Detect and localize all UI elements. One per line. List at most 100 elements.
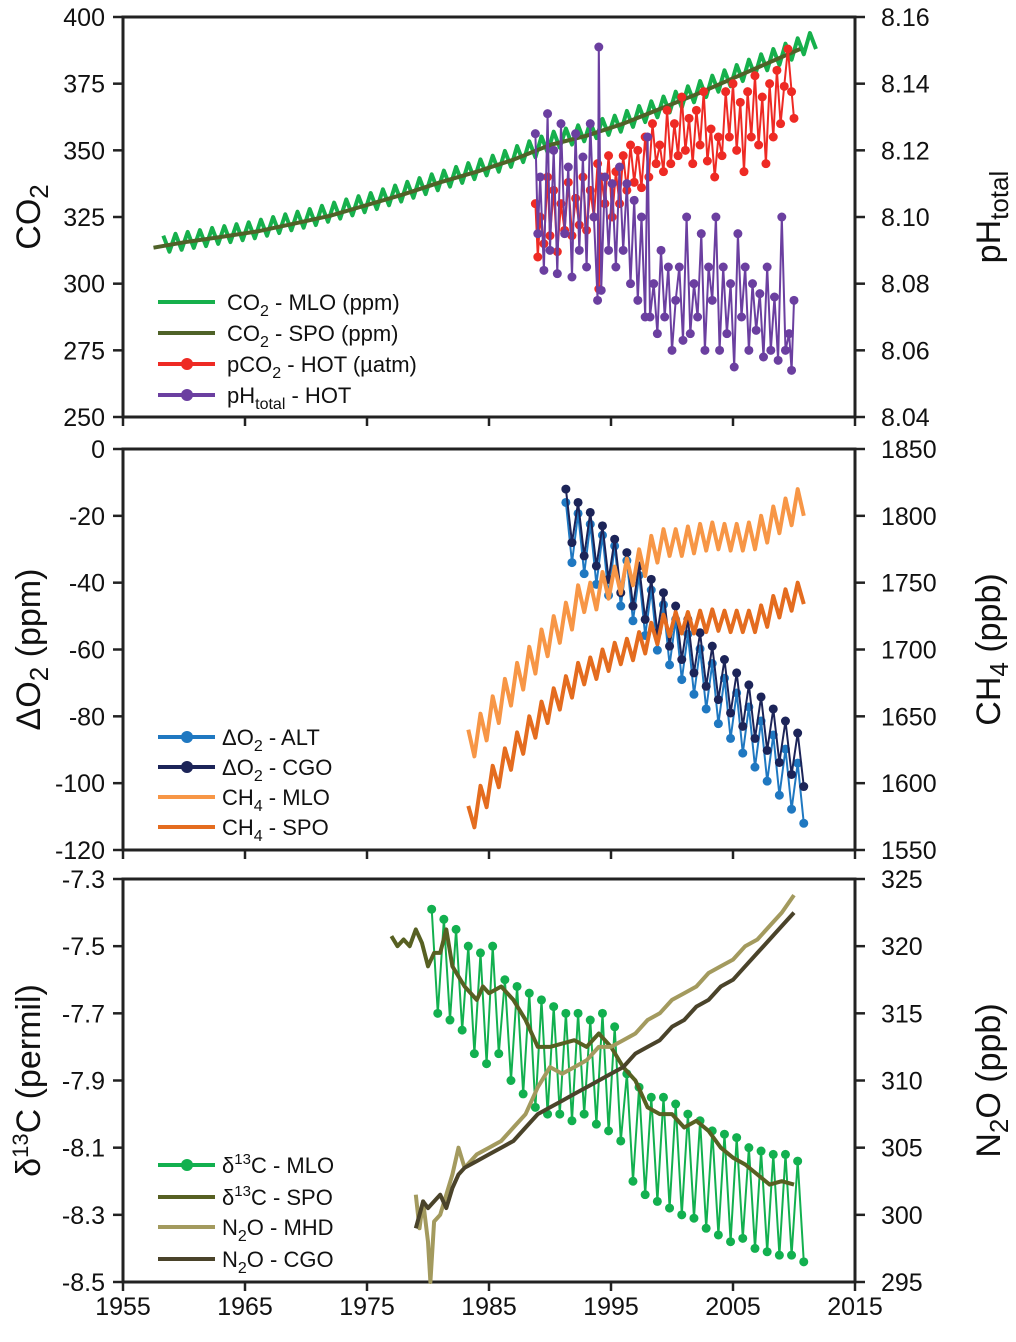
- data-point: [552, 269, 562, 279]
- data-point: [707, 641, 717, 651]
- left-axis-title: CO2: [10, 184, 54, 249]
- data-point: [445, 1015, 455, 1025]
- data-point: [536, 995, 546, 1005]
- data-point: [567, 538, 577, 548]
- data-point: [665, 1203, 675, 1213]
- data-point: [567, 558, 577, 568]
- legend-label: δ13C - MLO: [222, 1151, 334, 1178]
- data-point: [787, 804, 797, 814]
- data-point: [762, 745, 772, 755]
- data-point: [530, 129, 540, 139]
- series-line: [466, 487, 806, 759]
- data-point: [768, 704, 778, 714]
- data-point: [738, 721, 748, 731]
- data-point: [604, 1126, 614, 1136]
- data-point: [750, 733, 760, 743]
- data-point: [750, 71, 760, 81]
- data-point: [622, 179, 632, 189]
- data-point: [733, 229, 743, 239]
- data-point: [593, 295, 603, 305]
- data-point: [683, 1109, 693, 1119]
- data-point: [574, 245, 584, 255]
- data-point: [774, 757, 784, 767]
- data-point: [615, 162, 625, 172]
- data-point: [713, 1230, 723, 1240]
- data-point: [578, 152, 588, 162]
- left-y-tick-label: -20: [69, 503, 105, 531]
- data-point: [704, 262, 714, 272]
- data-point: [488, 941, 498, 951]
- data-point: [643, 132, 653, 142]
- legend-entry: N2O - CGO: [158, 1247, 334, 1277]
- right-y-tick-label: 1600: [881, 770, 937, 798]
- data-point: [780, 1149, 790, 1159]
- right-y-tick-label: 8.14: [881, 71, 930, 99]
- data-point: [652, 329, 662, 339]
- data-point: [666, 159, 676, 169]
- x-tick-label: 1975: [339, 1293, 395, 1321]
- data-point: [591, 561, 601, 571]
- data-point: [585, 519, 595, 529]
- data-point: [628, 616, 638, 626]
- left-y-tick-label: -100: [55, 770, 105, 798]
- data-point: [494, 1049, 504, 1059]
- data-point: [585, 119, 595, 129]
- data-point: [567, 1116, 577, 1126]
- series-2-4: [466, 580, 806, 830]
- data-point: [658, 1092, 668, 1102]
- data-point: [512, 981, 522, 991]
- data-point: [799, 782, 809, 792]
- data-point: [787, 87, 797, 97]
- legend-label: pCO2 - HOT (µatm): [227, 352, 417, 382]
- data-point: [738, 1233, 748, 1243]
- series-2-3: [466, 487, 806, 759]
- data-point: [567, 272, 577, 282]
- data-point: [561, 497, 571, 507]
- data-point: [500, 975, 510, 985]
- data-point: [610, 1022, 620, 1032]
- data-point: [787, 769, 797, 779]
- left-y-tick-label: -8.1: [62, 1135, 105, 1163]
- legend-label: δ13C - SPO: [222, 1183, 333, 1210]
- data-point: [579, 569, 589, 579]
- series-1-2: [153, 47, 801, 250]
- left-y-tick-label: -7.9: [62, 1068, 105, 1096]
- data-point: [524, 988, 534, 998]
- data-point: [539, 265, 549, 275]
- data-point: [611, 262, 621, 272]
- data-point: [748, 279, 758, 289]
- data-point: [615, 199, 625, 209]
- data-point: [556, 119, 566, 129]
- data-point: [596, 285, 606, 295]
- data-point: [726, 1237, 736, 1247]
- data-point: [757, 92, 767, 102]
- data-point: [789, 113, 799, 123]
- data-point: [645, 312, 655, 322]
- data-point: [772, 65, 782, 75]
- data-point: [755, 289, 765, 299]
- x-tick-label: 2005: [705, 1293, 761, 1321]
- data-point: [571, 129, 581, 139]
- series-3-3: [413, 893, 796, 1284]
- data-point: [600, 172, 610, 182]
- data-point: [555, 1109, 565, 1119]
- data-point: [451, 924, 461, 934]
- data-point: [463, 941, 473, 951]
- data-point: [732, 1133, 742, 1143]
- data-point: [759, 352, 768, 362]
- series-line: [466, 580, 806, 830]
- data-point: [669, 119, 679, 129]
- legend-label: CH4 - SPO: [222, 815, 329, 845]
- legend-marker: [181, 1159, 193, 1171]
- data-point: [754, 140, 764, 150]
- data-point: [777, 212, 787, 222]
- data-point: [573, 497, 583, 507]
- data-point: [766, 345, 776, 355]
- data-point: [689, 279, 699, 289]
- data-point: [689, 1213, 699, 1223]
- data-point: [673, 151, 683, 161]
- data-point: [651, 159, 661, 169]
- data-point: [629, 195, 639, 205]
- data-point: [589, 212, 599, 222]
- legend-marker: [181, 389, 193, 401]
